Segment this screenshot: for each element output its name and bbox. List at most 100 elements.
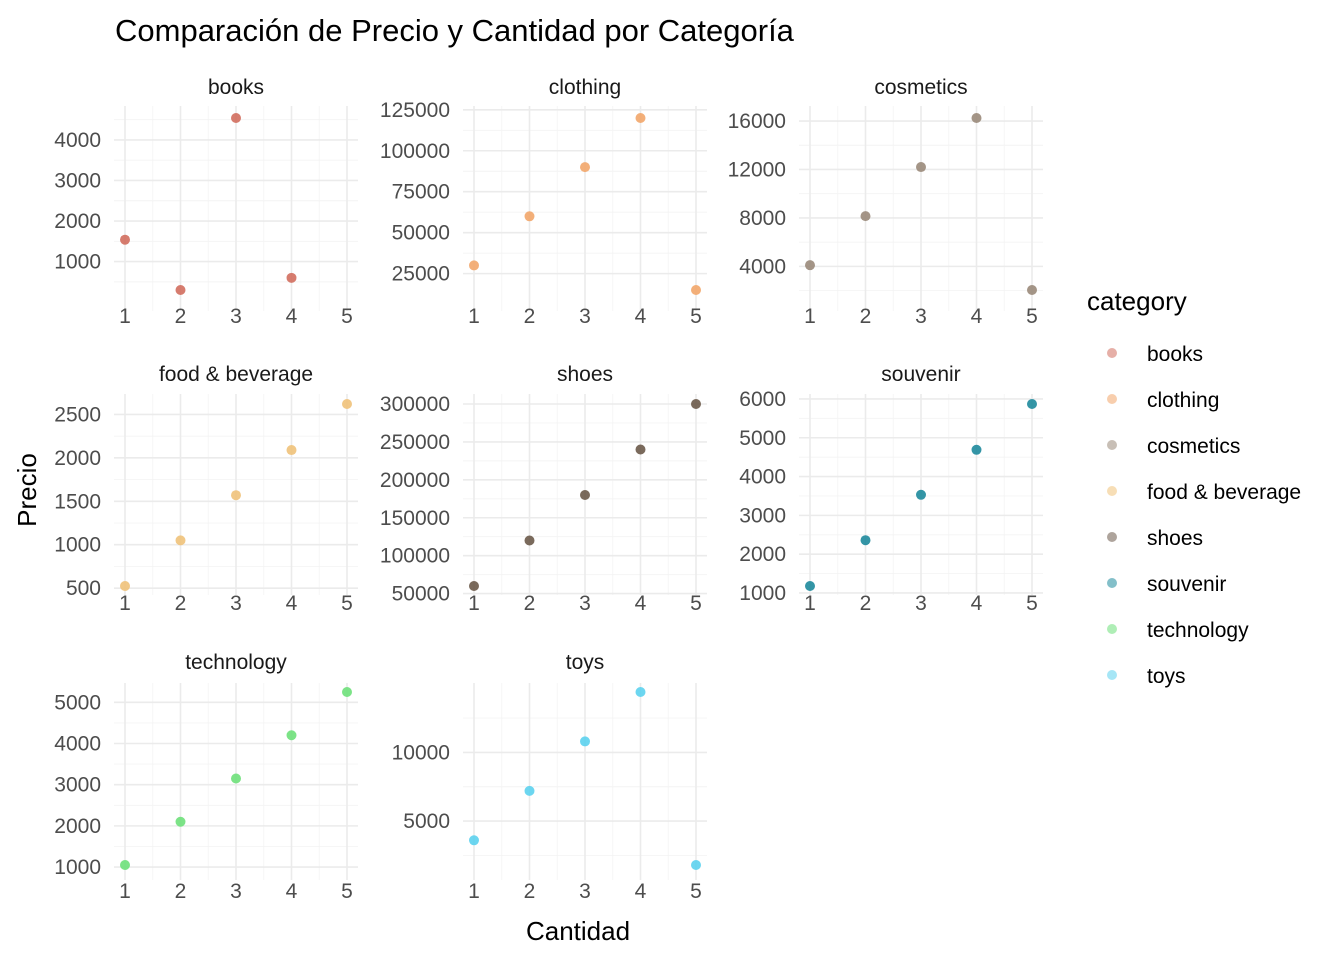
x-tick-label: 5 <box>690 305 702 328</box>
data-point-clothing <box>635 113 646 123</box>
facet-technology: 1000 2000 3000 4000 5000 1 2 3 4 5 technology <box>54 651 358 903</box>
x-tick-label: 1 <box>468 592 480 615</box>
y-tick-label: 4000 <box>54 732 101 755</box>
y-tick-label: 50000 <box>392 222 450 245</box>
legend-key <box>1107 348 1117 358</box>
facet-strip-label: toys <box>566 651 605 674</box>
legend-key <box>1107 578 1117 588</box>
data-point-books <box>175 285 186 295</box>
legend-item-souvenir: souvenir <box>1107 573 1226 596</box>
y-tick-label: 250000 <box>380 431 450 454</box>
x-tick-label: 2 <box>860 305 872 328</box>
y-tick-label: 2000 <box>54 447 101 470</box>
data-point-technology <box>286 730 297 741</box>
data-point-food-beverage <box>175 535 186 546</box>
x-tick-label: 4 <box>635 592 647 615</box>
data-point-food-beverage <box>342 399 352 409</box>
x-tick-label: 3 <box>915 592 927 615</box>
facet-food-beverage: 500 1000 1500 2000 2500 1 2 3 4 5 food & beverage <box>54 363 358 615</box>
data-point-cosmetics <box>860 211 871 222</box>
y-tick-label: 50000 <box>392 583 450 606</box>
facet-strip-label: books <box>208 76 264 99</box>
x-tick-label: 2 <box>524 305 536 328</box>
facet-strip-label: clothing <box>549 76 621 99</box>
legend-label: food & beverage <box>1147 481 1301 504</box>
x-tick-label: 4 <box>635 305 647 328</box>
legend-item-technology: technology <box>1107 619 1249 642</box>
legend-title: category <box>1087 286 1187 316</box>
y-axis-title: Precio <box>12 453 42 527</box>
legend-key <box>1107 670 1117 680</box>
facet-books: 1000 2000 3000 4000 1 2 3 4 5 books <box>54 76 358 328</box>
x-tick-label: 3 <box>579 880 591 903</box>
y-tick-label: 5000 <box>403 810 450 833</box>
data-point-books <box>286 272 297 283</box>
legend-label: toys <box>1147 665 1186 688</box>
chart-title: Comparación de Precio y Cantidad por Cat… <box>115 13 795 48</box>
y-tick-label: 3000 <box>54 774 101 797</box>
data-point-toys <box>524 785 535 796</box>
y-tick-label: 1000 <box>54 856 101 879</box>
legend-key <box>1107 486 1117 496</box>
y-tick-label: 300000 <box>380 393 450 416</box>
legend-item-books: books <box>1107 343 1203 366</box>
x-tick-label: 5 <box>1026 305 1038 328</box>
data-point-clothing <box>524 211 535 222</box>
x-tick-label: 5 <box>690 592 702 615</box>
data-point-books <box>120 234 130 245</box>
x-tick-label: 4 <box>286 880 298 903</box>
facet-shoes: 50000 100000 150000 200000 250000 300000 1 2 3 4 5… <box>380 363 707 615</box>
data-point-toys <box>580 736 590 747</box>
data-point-technology <box>175 816 186 827</box>
x-tick-label: 1 <box>119 592 131 615</box>
y-tick-label: 4000 <box>739 255 786 278</box>
y-tick-label: 8000 <box>739 207 786 230</box>
data-point-cosmetics <box>1027 285 1037 295</box>
data-point-souvenir <box>1027 399 1037 409</box>
data-point-souvenir <box>971 444 982 455</box>
legend-label: souvenir <box>1147 573 1226 596</box>
y-tick-label: 5000 <box>739 427 786 450</box>
y-tick-label: 12000 <box>728 158 786 181</box>
y-tick-label: 75000 <box>392 181 450 204</box>
x-tick-label: 5 <box>690 880 702 903</box>
facet-strip-label: shoes <box>557 363 613 386</box>
data-point-technology <box>342 687 352 697</box>
x-tick-label: 1 <box>468 880 480 903</box>
data-point-cosmetics <box>971 113 982 123</box>
data-point-souvenir <box>805 581 815 591</box>
x-tick-label: 3 <box>579 305 591 328</box>
legend-label: shoes <box>1147 527 1203 550</box>
data-point-toys <box>469 835 479 846</box>
x-tick-label: 3 <box>915 305 927 328</box>
data-point-food-beverage <box>120 581 130 591</box>
x-tick-label: 3 <box>230 880 242 903</box>
facet-panels: 1000 2000 3000 4000 1 2 3 4 5 books 2 5000 50000 7500… <box>54 76 1043 903</box>
x-tick-label: 4 <box>286 305 298 328</box>
legend-key <box>1107 624 1117 634</box>
y-tick-label: 3000 <box>739 504 786 527</box>
y-tick-label: 4000 <box>54 129 101 152</box>
facet-strip-label: technology <box>185 651 287 674</box>
facet-toys: 5000 10000 1 2 3 4 5 toys <box>392 651 707 903</box>
data-point-souvenir <box>860 535 871 546</box>
legend-item-shoes: shoes <box>1107 527 1203 550</box>
y-tick-label: 6000 <box>739 388 786 411</box>
legend-item-food-beverage: food & beverage <box>1107 481 1301 504</box>
legend-label: cosmetics <box>1147 435 1240 458</box>
y-tick-label: 3000 <box>54 169 101 192</box>
data-point-cosmetics <box>916 162 926 173</box>
y-tick-label: 1000 <box>54 251 101 274</box>
data-point-shoes <box>691 399 701 409</box>
data-point-cosmetics <box>805 260 815 271</box>
data-point-books <box>231 113 241 123</box>
legend-item-clothing: clothing <box>1107 389 1219 412</box>
facet-strip-label: souvenir <box>881 363 960 386</box>
data-point-toys <box>691 860 701 870</box>
y-tick-label: 200000 <box>380 469 450 492</box>
legend-label: books <box>1147 343 1203 366</box>
legend-key <box>1107 440 1117 450</box>
x-tick-label: 5 <box>1026 592 1038 615</box>
facet-souvenir: 1000 2000 3000 4000 5000 6000 1 2 3 4 5 souvenir <box>739 363 1043 615</box>
y-tick-label: 100000 <box>380 140 450 163</box>
